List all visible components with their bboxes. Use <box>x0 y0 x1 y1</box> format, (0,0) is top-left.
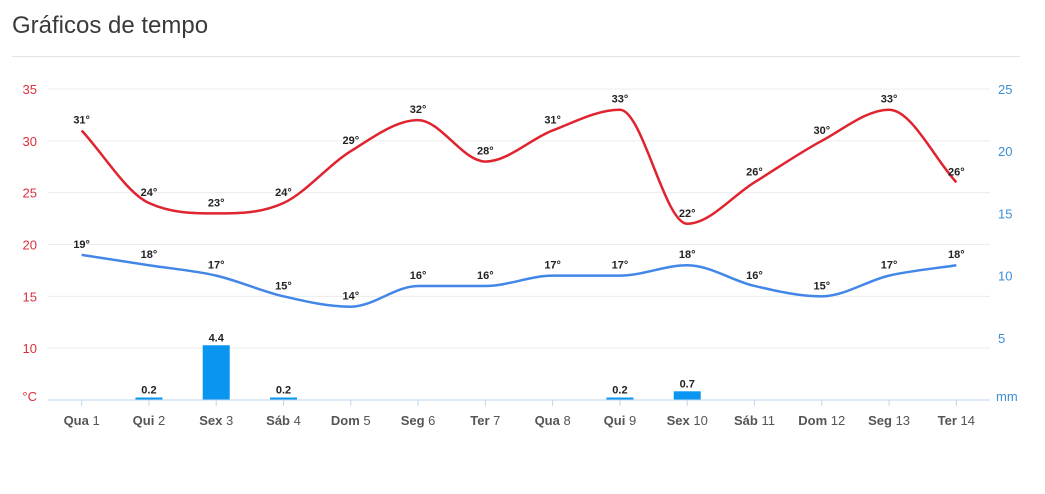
temperature-label: 17° <box>208 260 225 272</box>
precipitation-label: 0.2 <box>276 385 291 397</box>
temperature-label: 18° <box>948 249 965 261</box>
right-tick-label: 25 <box>998 82 1012 97</box>
left-unit-label: °C <box>22 389 37 404</box>
data-labels: 31° 24° 23° 24° 29° 32° 28° 31° 33° 22° 26° 30° 33° 2… <box>73 94 964 397</box>
precipitation-label: 4.4 <box>209 332 225 344</box>
x-tick-label: Seg 13 <box>868 413 910 428</box>
right-tick-label: 20 <box>998 144 1012 159</box>
temperature-label: 16° <box>410 270 427 282</box>
temperature-label: 33° <box>612 94 629 106</box>
right-tick-label: 10 <box>998 269 1012 284</box>
x-tick-label: Qua 1 <box>64 413 100 428</box>
right-tick-label: 15 <box>998 206 1012 221</box>
x-tick-label: Ter 7 <box>470 413 500 428</box>
left-tick-label: 15 <box>23 289 37 304</box>
temperature-label: 15° <box>813 280 830 292</box>
x-tick-label: Qua 8 <box>535 413 571 428</box>
x-tick-label: Seg 6 <box>401 413 436 428</box>
right-tick-label: 5 <box>998 331 1005 346</box>
temperature-lines <box>80 108 958 308</box>
precipitation-bar <box>270 397 297 400</box>
x-tick-label: Dom 5 <box>331 413 371 428</box>
temperature-label: 30° <box>813 125 830 137</box>
x-tick-label: Sáb 11 <box>734 413 775 428</box>
temperature-label: 29° <box>342 135 359 147</box>
temperature-label: 15° <box>275 280 292 292</box>
temperature-label: 31° <box>73 114 90 126</box>
min-temperature-line <box>81 253 957 308</box>
page-title: Gráficos de tempo <box>12 12 209 39</box>
temperature-label: 16° <box>477 270 494 282</box>
temperature-label: 31° <box>544 114 561 126</box>
left-tick-label: 10 <box>23 341 37 356</box>
temperature-label: 17° <box>881 260 898 272</box>
x-tick-label: Sex 3 <box>199 413 233 428</box>
axes: 10 15 20 25 30 35 5 10 15 20 25 °C mm Qua 1 Qui 2 Sex 3… <box>22 82 1017 428</box>
left-tick-label: 20 <box>23 238 37 253</box>
temperature-label: 19° <box>73 239 90 251</box>
title-divider <box>12 56 1020 57</box>
temperature-label: 26° <box>948 166 965 178</box>
x-tick-label: Ter 14 <box>938 413 975 428</box>
precipitation-bars <box>135 345 701 400</box>
x-tick-label: Sáb 4 <box>266 413 301 428</box>
x-tick-label: Qui 9 <box>604 413 637 428</box>
temperature-label: 23° <box>208 197 225 209</box>
temperature-label: 14° <box>342 291 359 303</box>
temperature-label: 22° <box>679 208 696 220</box>
left-tick-label: 25 <box>23 186 37 201</box>
precipitation-bar <box>202 345 230 400</box>
left-tick-label: 35 <box>23 82 37 97</box>
right-unit-label: mm <box>996 389 1018 404</box>
temperature-label: 24° <box>275 187 292 199</box>
precipitation-label: 0.2 <box>612 385 627 397</box>
x-tick-label: Qui 2 <box>133 413 166 428</box>
temperature-label: 26° <box>746 166 763 178</box>
precipitation-label: 0.2 <box>141 385 156 397</box>
x-tick-label: Dom 12 <box>798 413 845 428</box>
temperature-label: 33° <box>881 94 898 106</box>
precipitation-bar <box>673 391 701 400</box>
temperature-label: 32° <box>410 104 427 116</box>
temperature-label: 24° <box>141 187 158 199</box>
precipitation-bar <box>135 397 163 400</box>
temperature-label: 16° <box>746 270 763 282</box>
grid-layer <box>48 88 990 349</box>
left-tick-label: 30 <box>23 134 37 149</box>
temperature-label: 17° <box>612 260 629 272</box>
precipitation-bar <box>606 397 634 400</box>
temperature-label: 18° <box>141 249 158 261</box>
max-temperature-line <box>80 108 958 226</box>
temperature-label: 28° <box>477 146 494 158</box>
temperature-label: 18° <box>679 249 696 261</box>
x-tick-label: Sex 10 <box>667 413 708 428</box>
temperature-label: 17° <box>544 260 561 272</box>
precipitation-label: 0.7 <box>680 378 695 390</box>
